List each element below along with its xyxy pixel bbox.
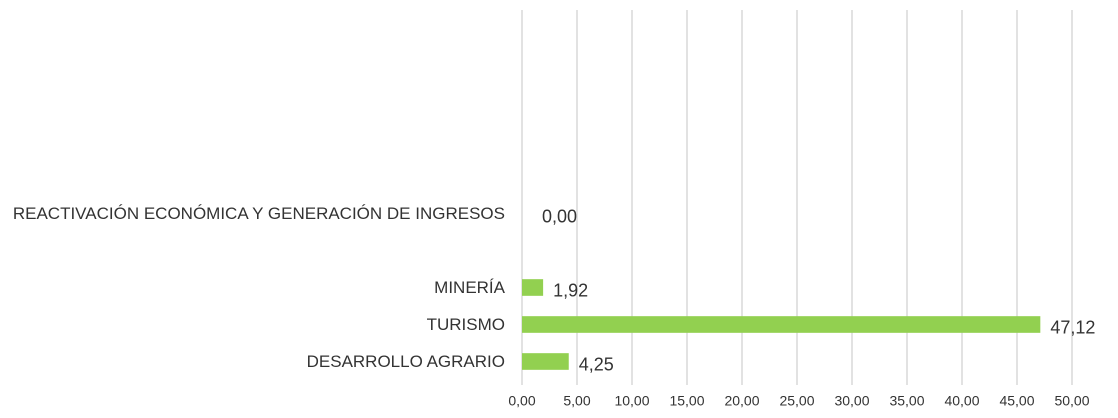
x-tick-label: 25,00 [779, 393, 814, 409]
y-tick-label: DESARROLLO AGRARIO [306, 351, 505, 371]
x-tick-label: 50,00 [1054, 393, 1089, 409]
x-tick-label: 5,00 [563, 393, 590, 409]
bar [522, 353, 569, 370]
bar [522, 279, 544, 296]
y-tick-label: REACTIVACIÓN ECONÓMICA Y GENERACIÓN DE I… [12, 203, 505, 223]
x-tick-label: 40,00 [944, 393, 979, 409]
y-tick-label: TURISMO [426, 314, 505, 334]
x-tick-label: 45,00 [999, 393, 1034, 409]
y-tick-label: MINERÍA [434, 277, 505, 297]
x-tick-label: 35,00 [889, 393, 924, 409]
bar [522, 316, 1041, 333]
x-tick-label: 0,00 [508, 393, 535, 409]
data-label: 1,92 [553, 280, 588, 300]
data-label: 47,12 [1050, 317, 1095, 337]
data-label: 4,25 [579, 354, 614, 374]
x-tick-label: 15,00 [669, 393, 704, 409]
x-tick-label: 20,00 [724, 393, 759, 409]
data-label: 0,00 [542, 206, 577, 226]
x-tick-label: 10,00 [614, 393, 649, 409]
x-tick-label: 30,00 [834, 393, 869, 409]
